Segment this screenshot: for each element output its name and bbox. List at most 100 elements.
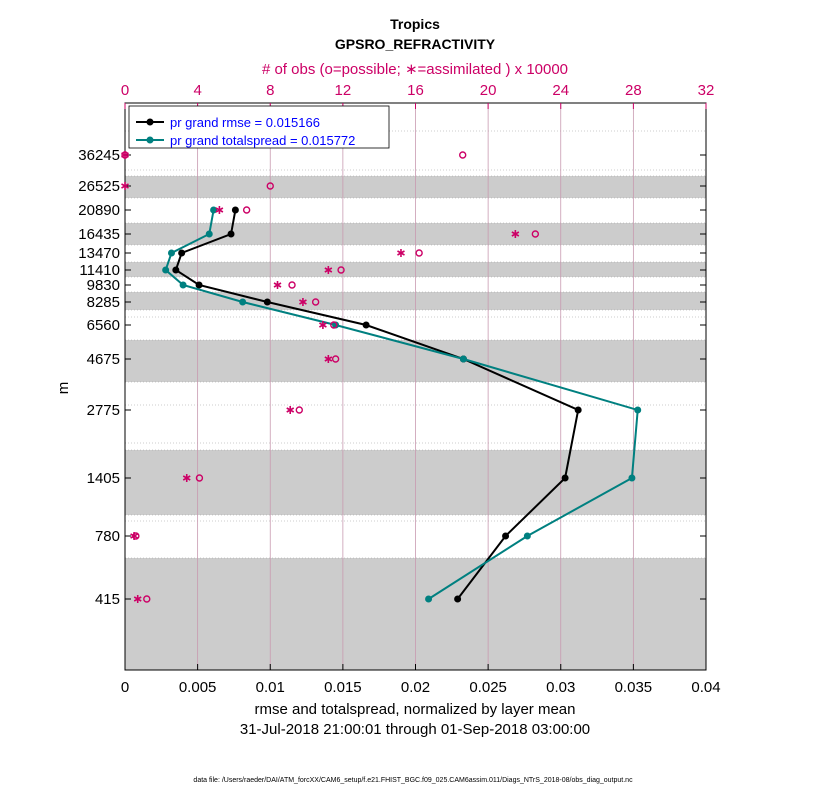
top-tick-label: 20 bbox=[480, 82, 497, 99]
chart-title: Tropics bbox=[390, 16, 440, 32]
data-point-totalspread bbox=[205, 230, 213, 238]
legend: pr grand rmse = 0.015166 pr grand totals… bbox=[128, 105, 390, 149]
data-point-totalspread bbox=[162, 266, 170, 274]
y-tick-label: 26525 bbox=[78, 178, 120, 195]
x-tick-label: 0.025 bbox=[469, 679, 507, 696]
obs-assimilated-marker bbox=[273, 281, 282, 289]
top-tick-label: 28 bbox=[625, 82, 642, 99]
x-tick-label: 0.015 bbox=[324, 679, 362, 696]
obs-possible-marker bbox=[330, 321, 338, 329]
obs-assimilated-marker bbox=[286, 406, 295, 414]
y-tick-label: 1405 bbox=[87, 470, 120, 487]
series-line-totalspread bbox=[164, 209, 639, 600]
date-range-label: 31-Jul-2018 21:00:01 through 01-Sep-2018… bbox=[240, 721, 590, 738]
data-point-totalspread bbox=[628, 474, 636, 482]
y-tick-label: 20890 bbox=[78, 202, 120, 219]
data-point-rmse bbox=[502, 532, 510, 540]
legend-spread-label: pr grand totalspread = 0.015772 bbox=[170, 133, 355, 148]
obs-assimilated-marker bbox=[121, 182, 129, 190]
obs-possible-marker bbox=[242, 206, 251, 214]
y-tick-label: 415 bbox=[95, 591, 120, 608]
data-point-totalspread bbox=[179, 281, 187, 289]
obs-assimilated-marker bbox=[130, 532, 138, 540]
obs-possible-marker bbox=[311, 298, 320, 306]
data-point-rmse bbox=[263, 298, 271, 306]
data-point-rmse bbox=[227, 230, 235, 238]
top-tick-label: 4 bbox=[193, 82, 201, 99]
x-tick-label: 0.005 bbox=[179, 679, 217, 696]
x-tick-label: 0.01 bbox=[256, 679, 285, 696]
top-tick-label: 32 bbox=[698, 82, 715, 99]
layer-boundaries bbox=[125, 130, 706, 559]
data-file-footer: data file: /Users/raeder/DAI/ATM_forcXX/… bbox=[193, 777, 633, 784]
y-tick-label: 8285 bbox=[87, 294, 120, 311]
data-point-totalspread bbox=[523, 532, 531, 540]
data-point-rmse bbox=[574, 406, 582, 414]
y-tick-label: 11410 bbox=[79, 262, 120, 279]
obs-possible-marker bbox=[337, 266, 345, 274]
obs-assimilated-marker bbox=[511, 230, 520, 238]
x-tick-label: 0.04 bbox=[691, 679, 720, 696]
data-point-rmse bbox=[178, 249, 186, 257]
obs-assimilated-marker bbox=[182, 474, 191, 482]
obs-count-markers bbox=[121, 151, 540, 603]
data-point-totalspread bbox=[167, 249, 175, 257]
obs-possible-marker bbox=[266, 182, 274, 190]
obs-possible-marker bbox=[295, 406, 303, 414]
x-axis-label: rmse and totalspread, normalized by laye… bbox=[255, 701, 576, 718]
y-tick-label: 4675 bbox=[87, 351, 120, 368]
data-point-totalspread bbox=[634, 406, 642, 414]
x-tick-label: 0.02 bbox=[401, 679, 430, 696]
top-x-tick-labels: 0 4 8 12 16 20 24 28 32 bbox=[121, 82, 715, 99]
obs-possible-marker bbox=[288, 281, 296, 289]
data-point-totalspread bbox=[332, 321, 340, 329]
top-tick-label: 16 bbox=[407, 82, 424, 99]
legend-rmse-label: pr grand rmse = 0.015166 bbox=[170, 115, 320, 130]
obs-possible-marker bbox=[195, 474, 204, 482]
obs-possible-marker bbox=[415, 249, 423, 257]
data-point-totalspread bbox=[459, 355, 467, 363]
top-tick-label: 0 bbox=[121, 82, 129, 99]
obs-assimilated-marker bbox=[133, 595, 142, 603]
obs-assimilated-marker bbox=[319, 321, 327, 329]
data-point-totalspread bbox=[239, 298, 247, 306]
y-tick-label: 13470 bbox=[78, 245, 120, 262]
x-tick-label: 0.03 bbox=[546, 679, 575, 696]
chart-subtitle: GPSRO_REFRACTIVITY bbox=[335, 36, 496, 52]
data-point-rmse bbox=[231, 206, 239, 214]
series-line-rmse bbox=[174, 209, 580, 600]
data-point-rmse bbox=[195, 281, 203, 289]
obs-possible-marker bbox=[143, 595, 151, 603]
y-tick-label: 780 bbox=[95, 528, 120, 545]
obs-assimilated-marker bbox=[324, 355, 333, 363]
obs-possible-marker bbox=[531, 230, 540, 238]
y-tick-label: 16435 bbox=[78, 226, 120, 243]
obs-assimilated-marker bbox=[299, 298, 307, 306]
x-tick-label: 0 bbox=[121, 679, 129, 696]
x-tick-label: 0.035 bbox=[615, 679, 653, 696]
obs-assimilated-marker bbox=[324, 266, 333, 274]
top-axis-label: # of obs (o=possible; ∗=assimilated ) x … bbox=[262, 61, 568, 78]
legend-rmse-marker bbox=[146, 118, 154, 126]
legend-spread-marker bbox=[146, 136, 154, 144]
top-tick-label: 8 bbox=[266, 82, 274, 99]
data-point-rmse bbox=[362, 321, 370, 329]
legend-box bbox=[128, 105, 390, 149]
data-point-rmse bbox=[454, 595, 462, 603]
obs-assimilated-marker bbox=[397, 249, 405, 257]
data-point-totalspread bbox=[425, 595, 433, 603]
top-tick-label: 12 bbox=[335, 82, 352, 99]
y-tick-label: 2775 bbox=[87, 402, 120, 419]
x-tick-labels: 0 0.005 0.01 0.015 0.02 0.025 0.03 0.035 0.04 bbox=[121, 679, 721, 696]
series-layer bbox=[162, 206, 642, 603]
y-axis-label: m bbox=[55, 382, 72, 395]
data-point-rmse bbox=[561, 474, 569, 482]
obs-possible-marker bbox=[331, 355, 340, 363]
y-tick-label: 6560 bbox=[87, 317, 120, 334]
obs-possible-marker bbox=[459, 151, 467, 159]
y-tick-label: 9830 bbox=[87, 277, 120, 294]
y-tick-label: 36245 bbox=[78, 147, 120, 164]
data-point-rmse bbox=[172, 266, 180, 274]
top-tick-label: 24 bbox=[552, 82, 569, 99]
